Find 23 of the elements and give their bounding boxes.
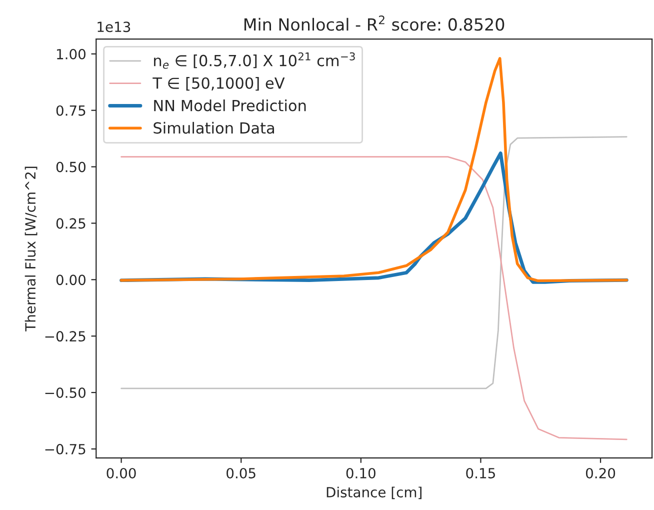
y-tick-label: −0.50	[45, 387, 86, 398]
x-axis-title: Distance [cm]	[326, 486, 422, 500]
y-axis-title: Thermal Flux [W/cm^2]	[24, 166, 38, 332]
line-series	[120, 136, 628, 390]
chart-title: Min Nonlocal - R$^{2}$ score: 0.8520	[244, 16, 504, 31]
y-tick-label: −0.75	[45, 444, 86, 454]
y-tick-label: 0.50	[56, 162, 86, 172]
y-tick-label: −0.25	[45, 331, 86, 342]
text: 1e13	[98, 22, 130, 32]
legend-label: n$_{e}$ ∈ [0.5,7.0] X 10$^{21}$ cm$^{−3}$	[154, 52, 355, 69]
x-tick-label: 0.15	[466, 468, 495, 478]
y-tick-label: 0.75	[56, 105, 86, 116]
x-tick-label: 0.00	[106, 468, 136, 478]
x-tick-label: 0.10	[346, 468, 376, 478]
y-tick-label: 1.00	[57, 48, 86, 60]
legend-label: NN Model Prediction	[154, 99, 306, 112]
legend-label: Simulation Data	[154, 122, 274, 134]
line-series	[120, 156, 628, 440]
x-tick-label: 0.05	[226, 468, 256, 478]
y-tick-label: 0.00	[56, 274, 86, 286]
y-tick-label: 0.25	[56, 218, 86, 229]
legend-label: T ∈ [50,1000] eV	[152, 77, 285, 91]
x-tick-label: 0.20	[586, 468, 616, 478]
